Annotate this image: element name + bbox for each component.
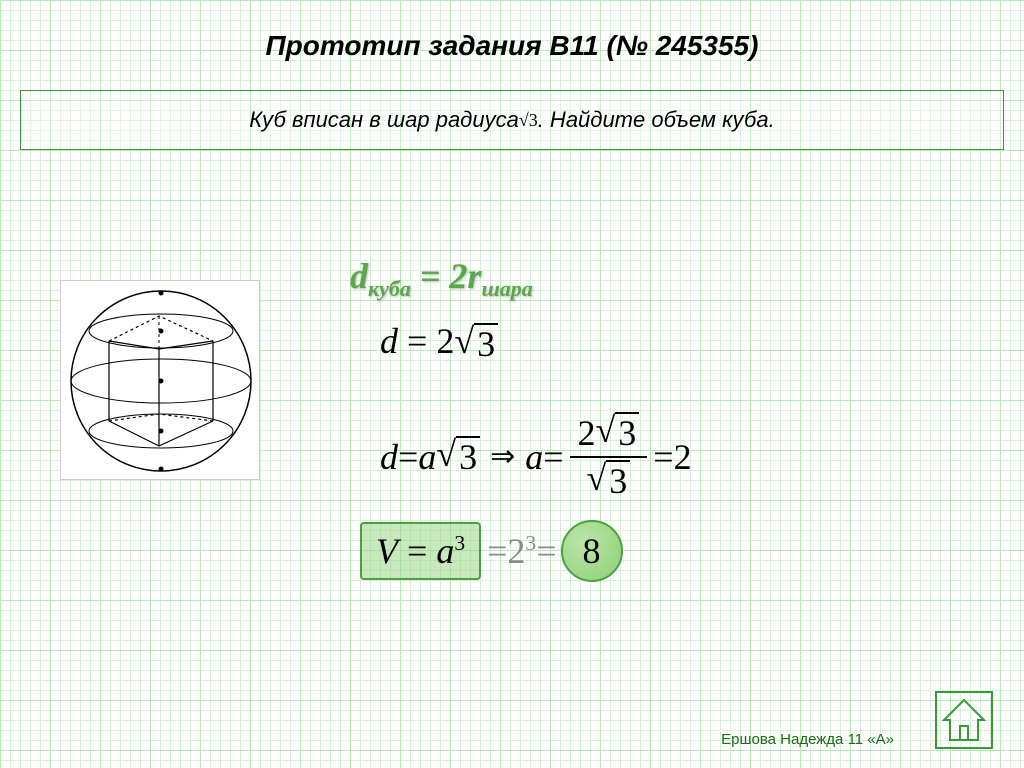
page-title: Прототип задания B11 (№ 245355) xyxy=(0,30,1024,62)
answer-value: 8 xyxy=(583,530,601,572)
volume-formula-box: V = a3 xyxy=(360,522,481,580)
problem-statement: Куб вписан в шар радиуса √3 . Найдите об… xyxy=(20,90,1004,150)
relation-r: 2r xyxy=(449,256,481,296)
problem-suffix: . Найдите объем куба. xyxy=(538,107,775,133)
equation-2: d = a√3 ⇒ a = 2√3 √3 = 2 xyxy=(380,410,692,504)
eq2-d: d xyxy=(380,436,398,478)
answer-circle: 8 xyxy=(561,520,623,582)
relation-d-sub: куба xyxy=(368,276,411,301)
relation-formula: dкуба = 2rшара xyxy=(350,255,533,302)
eq1-coeff: 2 xyxy=(436,321,454,361)
problem-prefix: Куб вписан в шар радиуса xyxy=(249,107,519,133)
equation-1: d = 2√3 xyxy=(380,320,498,365)
eq2-fraction: 2√3 √3 xyxy=(570,410,648,504)
eq1-lhs: d xyxy=(380,321,398,361)
home-icon[interactable] xyxy=(934,690,994,750)
eq1-eq: = xyxy=(398,321,436,361)
eq2-result: 2 xyxy=(674,436,692,478)
relation-r-sub: шара xyxy=(481,276,532,301)
author-credit: Ершова Надежда 11 «А» xyxy=(721,731,894,748)
equation-3: V = a3 = 23 = 8 xyxy=(360,520,623,582)
problem-radius: √3 xyxy=(519,110,538,131)
relation-d: d xyxy=(350,256,368,296)
cube-in-sphere-diagram xyxy=(60,280,260,480)
implies-arrow: ⇒ xyxy=(490,439,515,474)
relation-eq: = xyxy=(411,256,450,296)
eq1-sqrt: √3 xyxy=(454,323,498,365)
